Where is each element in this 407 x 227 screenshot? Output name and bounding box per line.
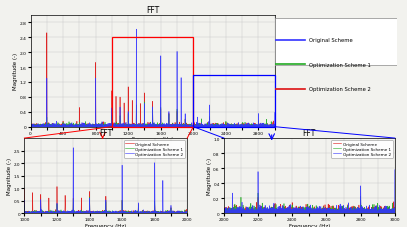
Bar (193, 75, 275, 127)
Legend: Original Scheme, Optimization Scheme 1, Optimization Scheme 2: Original Scheme, Optimization Scheme 1, … (124, 141, 185, 158)
Y-axis label: Magnitude (-): Magnitude (-) (207, 158, 212, 194)
Y-axis label: Magnitude (-): Magnitude (-) (13, 53, 18, 90)
X-axis label: Frequency (Hz): Frequency (Hz) (289, 223, 330, 227)
Text: Optimization Scheme 2: Optimization Scheme 2 (309, 87, 371, 92)
Title: FFT: FFT (146, 6, 159, 15)
Bar (112, 38, 193, 127)
Text: Optimization Scheme 1: Optimization Scheme 1 (309, 62, 371, 67)
X-axis label: Frequency (Hz): Frequency (Hz) (132, 137, 173, 142)
X-axis label: Frequency (Hz): Frequency (Hz) (85, 223, 127, 227)
Title: FFT: FFT (303, 129, 316, 138)
Legend: Original Scheme, Optimization Scheme 1, Optimization Scheme 2: Original Scheme, Optimization Scheme 1, … (331, 141, 393, 158)
FancyBboxPatch shape (275, 19, 397, 66)
Title: FFT: FFT (99, 129, 112, 138)
Text: Original Scheme: Original Scheme (309, 38, 352, 43)
Y-axis label: Magnitude (-): Magnitude (-) (7, 158, 12, 194)
